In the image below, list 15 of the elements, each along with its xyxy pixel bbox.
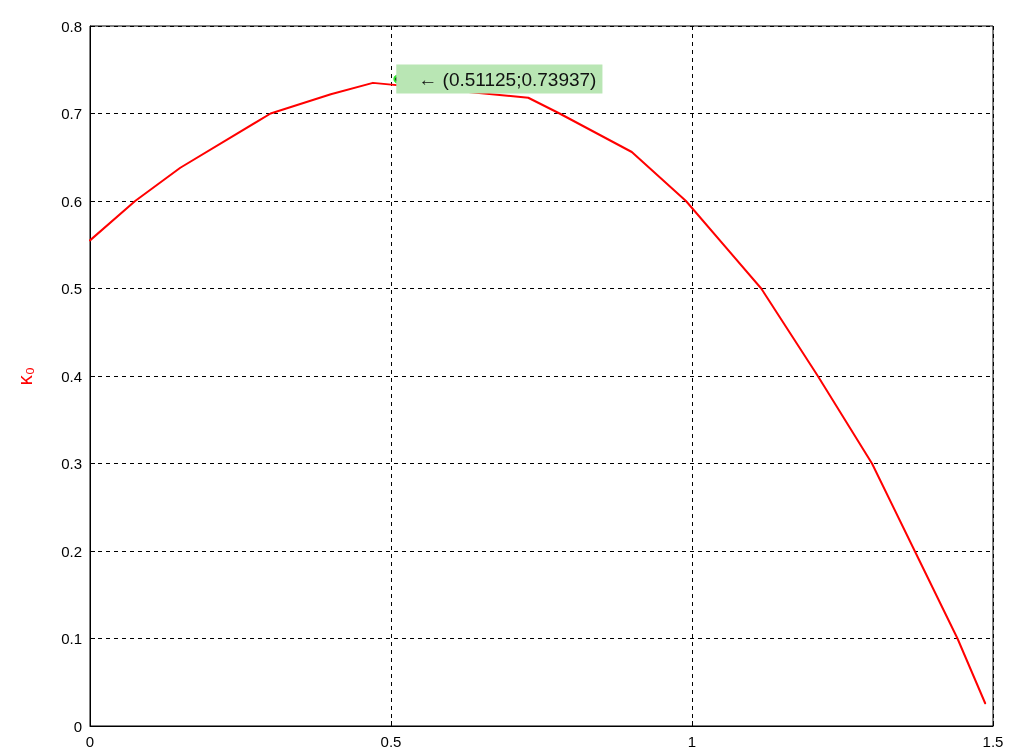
x-tick-label: 0.5 — [380, 733, 402, 750]
y-tick-label: 0.2 — [61, 542, 82, 560]
y-tick-label: 0.6 — [61, 192, 82, 210]
x-tick-label: 0 — [85, 733, 95, 750]
x-tick-label: 1.5 — [982, 733, 1004, 750]
y-axis-title: κ₀ — [14, 366, 36, 386]
x-tick-label: 1 — [687, 733, 697, 750]
annotation: ← (0.51125;0.73937) — [418, 68, 597, 90]
y-tick-label: 0.3 — [61, 455, 82, 472]
y-tick-label: 0.1 — [61, 630, 82, 647]
y-tick-label: 0.8 — [61, 17, 82, 35]
y-tick-label: 0.5 — [61, 280, 82, 297]
y-tick-label: 0.4 — [61, 367, 82, 385]
y-tick-label: 0 — [73, 717, 82, 735]
y-tick-label: 0.7 — [61, 105, 82, 122]
